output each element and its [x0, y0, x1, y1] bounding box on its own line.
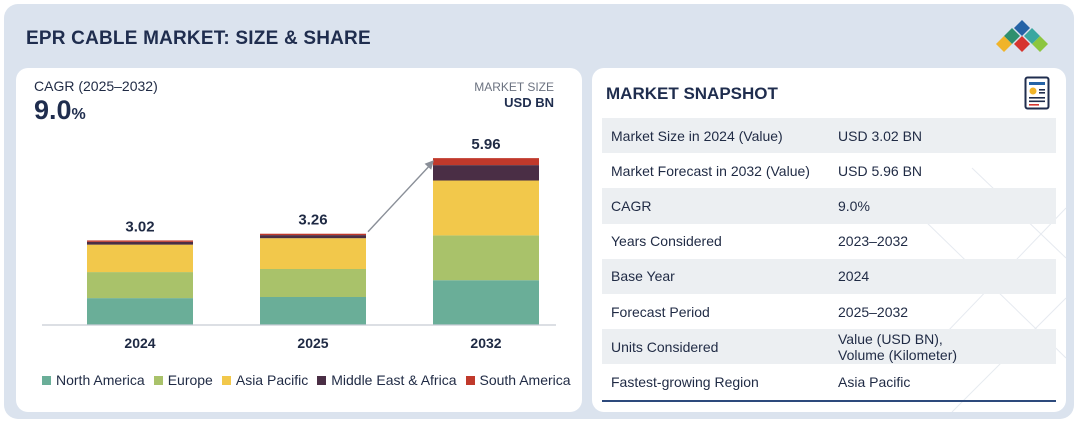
cagr-value: 9.0% — [34, 95, 86, 126]
legend-swatch — [221, 375, 231, 385]
snapshot-key: Units Considered — [611, 338, 719, 355]
bar-total-label: 3.02 — [125, 218, 154, 235]
bar-segment-south-america-2025 — [260, 233, 366, 236]
stacked-bar-chart: 3.02 2024 3.26 2025 5.96 2032 — [42, 136, 556, 351]
bar-segment-north-america-2032 — [433, 280, 539, 325]
legend-label: Middle East & Africa — [331, 372, 457, 388]
chart-legend: North America Europe Asia Pacific Middle Ea… — [42, 372, 580, 388]
cagr-number: 9.0 — [34, 95, 72, 125]
legend-item: North America — [42, 372, 145, 388]
logo-diamond-teal — [1024, 28, 1040, 44]
logo-diamond-blue — [1014, 20, 1030, 36]
snapshot-value: USD 5.96 BN — [838, 162, 923, 179]
legend-swatch — [317, 375, 327, 385]
market-size-label: MARKET SIZE — [474, 80, 554, 94]
market-size-unit: USD BN — [504, 95, 554, 110]
infographic-frame: EPR CABLE MARKET: SIZE & SHARE CAGR (202… — [4, 4, 1074, 419]
cagr-unit: % — [71, 106, 86, 123]
snapshot-row-cagr: CAGR 9.0% — [602, 188, 1056, 224]
bar-segment-middle-east-africa-2032 — [433, 165, 539, 181]
bar-total-label: 3.26 — [298, 212, 327, 229]
page-title: EPR CABLE MARKET: SIZE & SHARE — [26, 28, 371, 49]
logo-diamond-yellow — [996, 36, 1012, 52]
legend-swatch — [42, 375, 51, 385]
bar-total-label: 5.96 — [471, 136, 500, 153]
snapshot-row-units-considered: Units Considered Value (USD BN), Volume (… — [602, 329, 1056, 365]
legend-item: Europe — [153, 372, 213, 388]
market-snapshot-card: MARKET SNAPSHOT Market Size in 2024 (Val… — [592, 68, 1066, 412]
snapshot-row-forecast-period: Forecast Period 2025–2032 — [602, 294, 1056, 329]
diamond-cluster-logo — [996, 20, 1048, 52]
snapshot-value: Asia Pacific — [838, 373, 911, 390]
snapshot-value: 9.0% — [838, 197, 870, 214]
snapshot-value: 2025–2032 — [838, 303, 909, 320]
snapshot-key: Fastest-growing Region — [611, 373, 759, 390]
bar-segment-south-america-2024 — [87, 240, 193, 242]
legend-item: Asia Pacific — [221, 372, 309, 388]
snapshot-row-market-size-2024: Market Size in 2024 (Value) USD 3.02 BN — [602, 118, 1056, 154]
snapshot-row-fastest-growing-region: Fastest-growing Region Asia Pacific — [602, 364, 1056, 399]
x-tick-label: 2024 — [124, 335, 155, 351]
x-tick-label: 2032 — [470, 335, 501, 351]
legend-label: Europe — [167, 372, 213, 388]
legend-swatch — [465, 375, 475, 385]
snapshot-table: Market Size in 2024 (Value) USD 3.02 BN … — [602, 118, 1056, 400]
bar-segment-asia-pacific-2024 — [87, 244, 193, 273]
snapshot-key: Market Size in 2024 (Value) — [611, 127, 783, 144]
bar-segment-middle-east-africa-2024 — [87, 241, 193, 245]
snapshot-row-years-considered: Years Considered 2023–2032 — [602, 224, 1056, 259]
bar-segment-north-america-2024 — [87, 298, 193, 325]
snapshot-row-base-year: Base Year 2024 — [602, 258, 1056, 294]
legend-item: South America — [465, 372, 571, 388]
snapshot-value-line-1: Value (USD BN), — [838, 330, 943, 347]
legend-label: Asia Pacific — [235, 372, 309, 388]
snapshot-key: Market Forecast in 2032 (Value) — [611, 162, 810, 179]
snapshot-value: 2023–2032 — [838, 233, 909, 250]
snapshot-row-market-forecast-2032: Market Forecast in 2032 (Value) USD 5.96… — [602, 153, 1056, 188]
bar-segment-europe-2024 — [87, 272, 193, 299]
bar-segment-asia-pacific-2032 — [433, 180, 539, 236]
logo-diamond-red — [1014, 36, 1030, 52]
snapshot-key: Base Year — [611, 268, 675, 285]
snapshot-value: USD 3.02 BN — [838, 127, 923, 144]
bar-segment-europe-2032 — [433, 235, 539, 281]
bar-segment-asia-pacific-2025 — [260, 238, 366, 269]
bar-segment-north-america-2025 — [260, 297, 366, 325]
bar-segment-europe-2025 — [260, 269, 366, 297]
snapshot-key: CAGR — [611, 197, 652, 214]
snapshot-value: 2024 — [838, 268, 870, 285]
background-decoration — [921, 167, 1066, 412]
bar-segment-middle-east-africa-2025 — [260, 235, 366, 239]
cagr-label: CAGR (2025–2032) — [34, 78, 158, 94]
snapshot-value-line-2: Volume (Kilometer) — [838, 346, 958, 363]
legend-label: North America — [56, 372, 145, 388]
snapshot-title: MARKET SNAPSHOT — [606, 84, 778, 103]
snapshot-key: Forecast Period — [611, 303, 710, 320]
legend-item: Middle East & Africa — [317, 372, 457, 388]
snapshot-key: Years Considered — [611, 233, 722, 250]
x-tick-label: 2025 — [297, 335, 328, 351]
bar-segment-south-america-2032 — [433, 158, 539, 166]
market-size-chart-card: CAGR (2025–2032) 9.0% MARKET SIZE USD BN… — [16, 68, 582, 412]
legend-label: South America — [479, 372, 571, 388]
snapshot-bottom-rule — [602, 400, 1056, 402]
legend-swatch — [153, 375, 163, 385]
growth-arrow-line — [367, 163, 432, 233]
report-document-icon — [1024, 76, 1050, 110]
growth-arrow-head — [424, 160, 434, 170]
snapshot-value: Value (USD BN), Volume (Kilometer) — [838, 329, 1056, 364]
